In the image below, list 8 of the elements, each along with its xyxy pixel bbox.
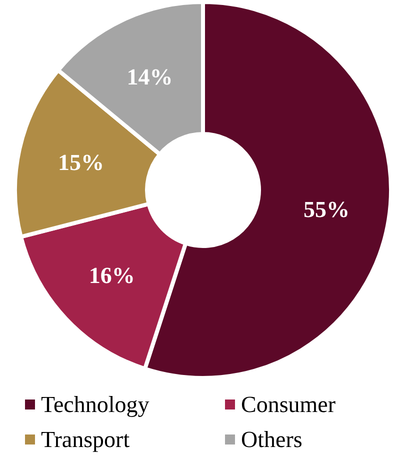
data-label: 55% — [303, 197, 350, 222]
data-label: 16% — [88, 263, 135, 288]
data-label: 14% — [126, 64, 173, 90]
legend-label: Technology — [41, 392, 150, 417]
legend-label: Others — [241, 427, 302, 452]
data-label: 15% — [58, 150, 104, 176]
legend-label: Consumer — [241, 392, 336, 417]
legend-label: Transport — [41, 427, 130, 452]
